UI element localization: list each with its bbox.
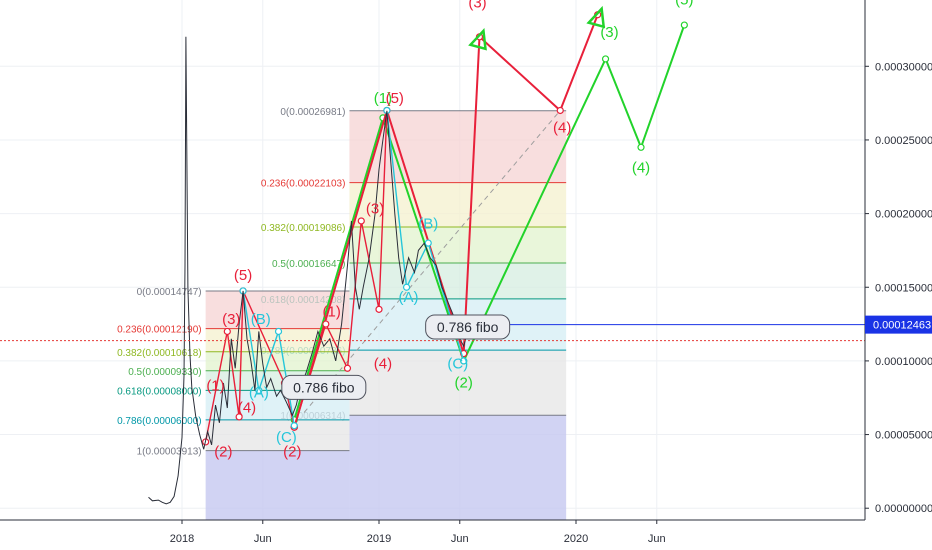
price-tick-label-5: 0.00005000 — [875, 430, 932, 442]
wave-vertex-red-path-4 — [556, 106, 564, 115]
fib-level-label-4: 0.618(0.00008000) — [117, 386, 202, 397]
wave-vertex-red-subwave-2019-3 — [357, 217, 365, 225]
fib-level-label-5: 0.786(0.00006000) — [117, 416, 202, 427]
wave-red-path[interactable] — [293, 14, 599, 428]
fib-level-label-3: 0.5(0.00016647) — [272, 259, 345, 270]
wave-vertex-teal-abc-2019-2 — [424, 239, 432, 247]
wave-vertex-green-path-3 — [601, 55, 610, 63]
wave-label-19: (4) — [553, 120, 571, 137]
fib-zone-ext — [349, 415, 567, 520]
wave-label-6: (B) — [251, 311, 271, 328]
time-tick-label-5: Jun — [648, 533, 666, 545]
time-tick-label-4: 2020 — [564, 533, 588, 545]
wave-label-12: (1) — [374, 90, 392, 107]
wave-red-subwave-2019[interactable] — [293, 110, 388, 428]
wave-label-7: (C) — [276, 429, 297, 446]
fib-level-label-0: 0(0.00014747) — [137, 287, 202, 298]
wave-label-14: (A) — [399, 289, 419, 306]
price-tick-label-6: 0.00000000 — [875, 503, 932, 515]
wave-green-path[interactable] — [293, 24, 686, 421]
wave-vertex-green-path-4 — [637, 143, 645, 151]
fib-level-label-6: 1(0.00003913) — [137, 447, 202, 458]
wave-label-11: (3) — [366, 201, 384, 218]
fib-level-label-1: 0.236(0.00012190) — [117, 325, 202, 336]
wave-vertex-green-path-5 — [680, 21, 688, 29]
fibo-callouts[interactable]: 0.786 fibo 0.786 fibo — [281, 314, 511, 400]
wave-label-2: (3) — [222, 311, 240, 328]
wave-label-18: (3) — [468, 0, 486, 11]
fib-level-label-2: 0.382(0.00019086) — [261, 223, 346, 234]
wave-label-22: (5) — [675, 0, 693, 8]
wave-label-15: (B) — [418, 215, 438, 232]
fibo-callout-text-1: 0.786 fibo — [293, 379, 355, 395]
wave-label-16: (C) — [447, 355, 468, 372]
wave-label-1: (2) — [214, 444, 232, 461]
wave-vertex-teal-abc-2019-3 — [460, 357, 468, 365]
fibo-callout-text-0: 0.786 fibo — [437, 319, 499, 335]
wave-label-0: (1) — [206, 377, 224, 394]
wave-label-21: (4) — [632, 159, 650, 176]
wave-teal-abc-2019[interactable] — [386, 110, 465, 362]
fib-zone-3 — [349, 262, 567, 299]
price-tick-label-3: 0.00015000 — [875, 282, 932, 294]
fib-level-label-3: 0.5(0.00009330) — [128, 367, 201, 378]
wave-label-13: (5) — [386, 90, 404, 107]
wave-dashed-projection[interactable] — [303, 110, 561, 413]
wave-label-9: (1) — [323, 304, 341, 321]
fib-zone-ext — [205, 450, 350, 520]
wave-label-3: (4) — [238, 399, 256, 416]
fib-level-label-1: 0.236(0.00022103) — [261, 179, 346, 190]
fib-level-label-2: 0.382(0.00010618) — [117, 348, 202, 359]
wave-label-5: (A) — [249, 385, 269, 402]
wave-vertex-teal-abc-2018-1 — [255, 386, 263, 394]
fib-zone-5 — [205, 419, 350, 451]
price-tick-label-0: 0.00030000 — [875, 61, 932, 73]
wave-vertex-red-subwave-2019-4 — [375, 305, 383, 313]
time-tick-label-2: 2019 — [367, 533, 391, 545]
current-price-value: 0.00012463 — [873, 320, 931, 332]
time-tick-label-3: Jun — [451, 533, 469, 545]
price-tick-label-4: 0.00010000 — [875, 356, 932, 368]
wave-label-4: (5) — [234, 267, 252, 284]
green-arrowhead-left — [468, 27, 487, 51]
wave-label-8: (2) — [283, 444, 301, 461]
fibo-callout-0[interactable]: 0.786 fibo — [425, 314, 511, 340]
wave-vertex-red-subwave-2019-2 — [343, 364, 352, 372]
wave-vertex-red-subwave-2019-1 — [322, 320, 330, 328]
wave-label-10: (4) — [374, 355, 392, 372]
fibo-callout-1[interactable]: 0.786 fibo — [281, 374, 367, 400]
fib-zone-2 — [349, 227, 567, 263]
wave-vertex-teal-abc-2018-2 — [274, 327, 283, 336]
wave-label-17: (2) — [455, 374, 473, 391]
fib-level-label-0: 0(0.00026981) — [280, 107, 345, 118]
current-price-badge: 0.00012463 — [865, 315, 932, 334]
wave-vertex-red-subwave-2018-1 — [223, 327, 231, 336]
wave-vertex-teal-abc-2019-1 — [402, 283, 411, 291]
wave-vertex-teal-abc-2018-3 — [290, 422, 298, 430]
price-tick-label-1: 0.00025000 — [875, 135, 932, 147]
time-tick-label-0: 2018 — [170, 533, 194, 545]
time-tick-label-1: Jun — [254, 533, 272, 545]
wave-labels: (1)(2)(3)(4)(5)(A)(B)(C)(2)(1)(4)(3)(1)(… — [206, 0, 693, 461]
wave-label-20: (3) — [600, 24, 618, 41]
price-tick-label-2: 0.00020000 — [875, 209, 932, 221]
fib-zone-5 — [349, 350, 567, 416]
wave-vertex-red-subwave-2018-2 — [235, 413, 243, 421]
green-arrowhead-right — [586, 5, 606, 29]
